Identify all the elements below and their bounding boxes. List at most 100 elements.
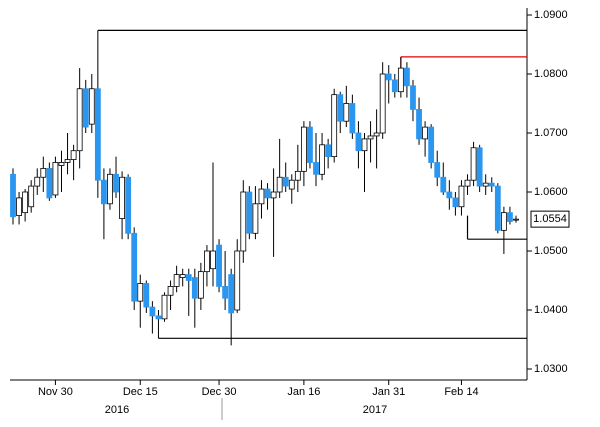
candle-body [46, 167, 53, 199]
candle-body [300, 126, 307, 172]
candle-body [234, 250, 241, 311]
candle-body [40, 167, 47, 178]
candle-body [288, 179, 295, 190]
candle-body [216, 244, 222, 287]
candle-body [167, 285, 174, 296]
candle-body [458, 185, 465, 208]
candle-body [355, 132, 362, 152]
candle-body [228, 274, 235, 314]
x-tick-label: Dec 15 [123, 386, 158, 398]
year-label: 2016 [105, 404, 129, 416]
y-tick-label: 1.0900 [534, 9, 568, 21]
y-tick-label: 1.0800 [534, 68, 568, 80]
candle-body [367, 135, 374, 140]
candle-body [155, 315, 162, 320]
candle-body [307, 126, 313, 163]
candle-body [197, 271, 204, 299]
candle-body [422, 126, 428, 140]
candle-body [385, 73, 392, 81]
candle-body [270, 191, 277, 199]
y-tick-label: 1.0700 [534, 127, 568, 139]
candle-body [179, 274, 186, 278]
candle-body [258, 188, 265, 205]
candle-body [434, 162, 441, 178]
candle-body [58, 162, 65, 166]
candle-body [500, 212, 507, 231]
candle-body [361, 138, 368, 152]
candle-body [282, 176, 289, 187]
candle-body [143, 283, 150, 308]
candle-body [10, 173, 16, 218]
candle-body [222, 285, 229, 299]
candle-body [246, 191, 253, 234]
candle-body [107, 173, 113, 205]
candle-body [391, 79, 398, 93]
candle-body [446, 191, 453, 199]
year-label: 2017 [363, 404, 387, 416]
candle-body [88, 88, 95, 125]
candle-body [476, 147, 483, 187]
candle-body [313, 162, 319, 175]
candle-body [319, 144, 325, 175]
x-tick-label: Jan 16 [287, 386, 320, 398]
candle-body [149, 306, 156, 317]
last-price-label: 1.0554 [533, 213, 567, 225]
y-tick-label: 1.0300 [534, 363, 568, 375]
candle-body [482, 182, 489, 187]
candle-body [131, 232, 138, 302]
y-tick-label: 1.0400 [534, 304, 568, 316]
candle-body [82, 88, 89, 128]
candle-body [428, 126, 435, 163]
candle-body [28, 185, 35, 208]
candle-body [452, 197, 459, 208]
candle-body [125, 176, 132, 234]
candle-body [343, 103, 350, 122]
x-tick-label: Jan 31 [372, 386, 405, 398]
candle-body [373, 132, 380, 137]
y-tick-label: 1.0600 [534, 186, 568, 198]
candle-body [185, 274, 192, 281]
candle-body [331, 94, 338, 158]
candle-body [416, 109, 422, 140]
candle-body [204, 250, 210, 273]
candle-body [440, 176, 447, 193]
candle-body [325, 144, 332, 158]
candle-body [161, 294, 168, 320]
candle-body [252, 203, 259, 234]
candle-body [70, 150, 77, 160]
candle-body [119, 176, 125, 219]
candle-body [34, 176, 41, 187]
candle-body [404, 67, 410, 87]
candle-body [240, 191, 247, 252]
candle-body [22, 191, 29, 214]
candle-body [337, 94, 344, 122]
x-tick-label: Dec 30 [202, 386, 237, 398]
x-tick-label: Nov 30 [38, 386, 73, 398]
candle-body [349, 103, 356, 134]
candle-body [397, 67, 404, 93]
x-tick-label: Feb 14 [444, 386, 478, 398]
y-tick-label: 1.0500 [534, 245, 568, 257]
candle-body [294, 170, 301, 181]
candle-body [101, 179, 107, 205]
candle-body [16, 197, 22, 216]
candle-body [470, 147, 477, 181]
candle-body [191, 277, 198, 299]
candle-body [137, 283, 144, 302]
candle-body [113, 173, 119, 193]
candle-body [264, 188, 271, 199]
candle-body [494, 185, 501, 231]
candle-body [507, 212, 513, 222]
last-price-box [530, 210, 570, 228]
candle-body [276, 176, 283, 193]
candle-body [64, 159, 71, 163]
candle-body [76, 88, 83, 152]
candle-body [513, 218, 519, 221]
candle-body [464, 179, 471, 187]
candle-body [210, 250, 216, 270]
candle-body [94, 88, 101, 181]
candle-body [52, 162, 59, 196]
candle-body [173, 274, 180, 287]
candle-body [379, 73, 386, 134]
